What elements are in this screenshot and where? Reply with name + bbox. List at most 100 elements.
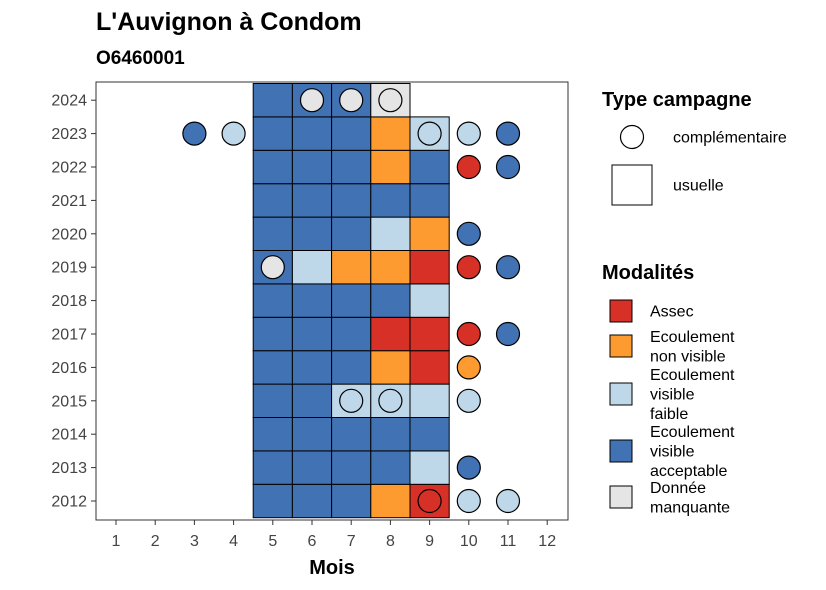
tile-2015-9	[409, 383, 450, 419]
chart-title: L'Auvignon à Condom	[96, 8, 362, 36]
legend-shape-label-0: complémentaire	[673, 130, 787, 147]
tile-2016-6	[291, 350, 333, 385]
point-2019-5	[260, 255, 285, 280]
x-tick-label-11: 11	[500, 533, 517, 550]
tile-2017-8	[370, 316, 411, 352]
point-2017-10	[456, 321, 481, 347]
tile-2012-7	[331, 483, 372, 519]
legend-shape-label-1: usuelle	[673, 178, 724, 195]
point-2023-3	[182, 121, 207, 146]
x-axis: 1 2 3 4 5 6 7 8 9 10 11 12	[112, 520, 556, 550]
tiles-layer	[252, 83, 450, 519]
tile-2015-6	[291, 383, 333, 419]
point-2012-9	[417, 488, 442, 514]
tile-2020-6	[291, 216, 333, 252]
legend-swatch-manq	[609, 485, 633, 509]
tile-2023-6	[291, 116, 333, 151]
tile-2016-9	[409, 350, 450, 385]
tile-2021-8	[370, 183, 411, 218]
tile-2020-9	[409, 216, 450, 252]
tile-2019-6	[291, 250, 333, 285]
legend-color-label-accept-2: acceptable	[650, 463, 727, 480]
point-2016-10	[456, 355, 481, 380]
tile-2016-8	[370, 350, 411, 385]
tile-2022-9	[409, 149, 450, 185]
legend-swatch-assec	[609, 299, 633, 323]
x-tick-label-3: 3	[190, 533, 199, 550]
point-2015-8	[378, 388, 403, 413]
y-tick-label-2015: 2015	[51, 393, 87, 410]
tile-2018-9	[409, 283, 450, 318]
legend-color-label-nonvis-0: Ecoulement	[650, 329, 735, 346]
tile-2017-9	[409, 316, 450, 352]
y-tick-label-2017: 2017	[51, 327, 87, 344]
tile-2018-7	[331, 283, 372, 318]
point-2023-11	[495, 121, 521, 146]
y-tick-label-2021: 2021	[51, 193, 87, 210]
point-2013-10	[456, 455, 481, 480]
point-2022-11	[495, 154, 521, 180]
legend-swatch-accept	[609, 439, 633, 463]
tile-2019-9	[409, 250, 450, 285]
legend-color-label-faible-2: faible	[650, 406, 688, 423]
tile-2016-5	[252, 350, 293, 385]
point-2019-11	[495, 255, 521, 280]
tile-2012-6	[291, 483, 333, 519]
point-2024-6	[299, 88, 325, 113]
legend-color-label-accept-1: visible	[650, 444, 695, 461]
y-tick-label-2014: 2014	[51, 427, 87, 444]
tile-2024-5	[252, 83, 293, 118]
tile-2013-9	[409, 450, 450, 485]
y-tick-label-2019: 2019	[51, 260, 87, 277]
point-2023-4	[221, 121, 246, 146]
point-2023-10	[456, 121, 481, 146]
x-tick-label-6: 6	[308, 533, 317, 550]
legend-key-square	[611, 164, 653, 206]
tile-2013-7	[331, 450, 372, 485]
x-axis-title: Mois	[309, 557, 355, 579]
tile-2014-6	[291, 417, 333, 452]
tile-2015-5	[252, 383, 293, 419]
tile-2022-5	[252, 149, 293, 185]
legend-key-circle	[619, 124, 645, 150]
point-2015-7	[339, 388, 364, 413]
y-tick-label-2022: 2022	[51, 160, 87, 177]
tile-2020-8	[370, 216, 411, 252]
x-tick-label-12: 12	[538, 533, 556, 550]
tile-2013-8	[370, 450, 411, 485]
x-tick-label-10: 10	[460, 533, 478, 550]
tile-2013-6	[291, 450, 333, 485]
legend-color-label-nonvis-1: non visible	[650, 348, 726, 365]
point-2023-9	[417, 121, 442, 146]
point-2024-8	[378, 88, 403, 113]
point-2012-11	[495, 488, 521, 514]
legend-swatch-nonvis	[609, 334, 633, 358]
legend-swatch-faible	[609, 382, 633, 406]
x-tick-label-9: 9	[425, 533, 434, 550]
tile-2014-9	[409, 417, 450, 452]
legend-modalites: Modalités Assec Ecoulement non visible Ecoul…	[602, 262, 735, 516]
legend-color-label-manq-0: Donnée	[650, 480, 706, 497]
tile-2020-5	[252, 216, 293, 252]
tile-2019-8	[370, 250, 411, 285]
tile-2022-6	[291, 149, 333, 185]
tile-2012-8	[370, 483, 411, 519]
point-2022-10	[456, 154, 481, 180]
y-tick-label-2020: 2020	[51, 226, 87, 243]
legend-shape-title: Type campagne	[602, 89, 752, 111]
tile-2018-8	[370, 283, 411, 318]
x-tick-label-1: 1	[112, 533, 121, 550]
tile-2022-7	[331, 149, 372, 185]
legend-color-label-faible-1: visible	[650, 387, 695, 404]
tile-2021-6	[291, 183, 333, 218]
x-tick-label-5: 5	[268, 533, 277, 550]
legend-type-campagne: Type campagne complémentaire usuelle	[602, 89, 787, 206]
legend-color-label-faible-0: Ecoulement	[650, 367, 735, 384]
y-tick-label-2012: 2012	[51, 494, 87, 511]
y-tick-label-2023: 2023	[51, 126, 87, 143]
tile-2014-5	[252, 417, 293, 452]
chart-subtitle: O6460001	[96, 48, 185, 69]
point-2017-11	[495, 321, 521, 347]
tile-2020-7	[331, 216, 372, 252]
